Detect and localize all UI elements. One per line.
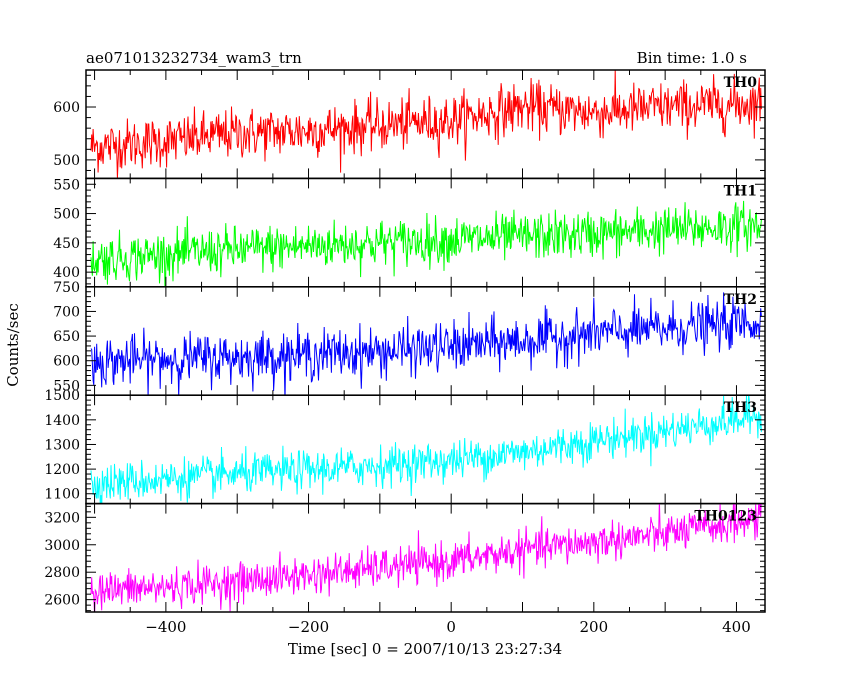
y-tick-label: 450 [53,236,80,252]
chart-title: ae071013232734_wam3_trn [86,49,302,67]
series-line-th0 [90,70,762,179]
y-tick-label: 600 [53,354,80,370]
series-line-th0123 [90,503,762,613]
series-line-th2 [90,292,762,396]
y-tick-label: 550 [53,378,80,394]
y-tick-label: 650 [53,329,80,345]
y-tick-label: 600 [53,100,80,116]
bin-time-label: Bin time: 1.0 s [637,49,747,67]
y-tick-label: 1200 [44,462,80,478]
y-tick-label: 400 [53,265,80,281]
panels-group: 500 600 TH0 400 450 500 550 TH1 550 600 650 700 750 T… [44,69,766,613]
panel-label-th0123: TH0123 [694,509,757,525]
panel-label-th0: TH0 [724,75,758,91]
panel-th0123: 2600 2800 3000 3200 TH0123 [44,502,766,613]
y-axis-label: Counts/sec [4,303,22,387]
y-tick-label: 2800 [44,565,80,581]
panel-label-th2: TH2 [724,292,757,308]
y-tick-label: 750 [53,280,80,296]
y-tick-label: 1400 [44,413,80,429]
x-tick-label: 0 [446,618,456,636]
y-tick-label: 3200 [44,510,80,526]
series-line-th1 [90,200,762,287]
y-tick-label: 550 [53,177,80,193]
x-axis-label: Time [sec] 0 = 2007/10/13 23:27:34 [288,640,562,658]
x-tick-label: −400 [145,618,186,636]
y-tick-label: 500 [53,207,80,223]
y-tick-label: 1100 [44,487,80,503]
panel-frame [85,502,766,613]
x-tick-label: −200 [288,618,329,636]
panel-label-th3: TH3 [724,400,757,416]
y-tick-label: 2600 [44,593,80,609]
y-tick-label: 700 [53,304,80,320]
panel-label-th1: TH1 [724,183,757,199]
y-tick-label: 1500 [44,388,80,404]
panel-th3: 1100 1200 1300 1400 1500 TH3 [44,388,766,505]
panel-th1: 400 450 500 550 TH1 [53,177,766,288]
y-tick-label: 500 [53,153,80,169]
x-tick-label: 400 [722,618,751,636]
panel-th2: 550 600 650 700 750 TH2 [53,280,766,396]
panel-th0: 500 600 TH0 [53,69,766,180]
y-tick-label: 3000 [44,538,80,554]
x-tick-label: 200 [580,618,609,636]
y-tick-label: 1300 [44,437,80,453]
x-axis-ticks: −400 −200 0 200 400 [145,618,751,636]
series-line-th3 [90,395,762,504]
